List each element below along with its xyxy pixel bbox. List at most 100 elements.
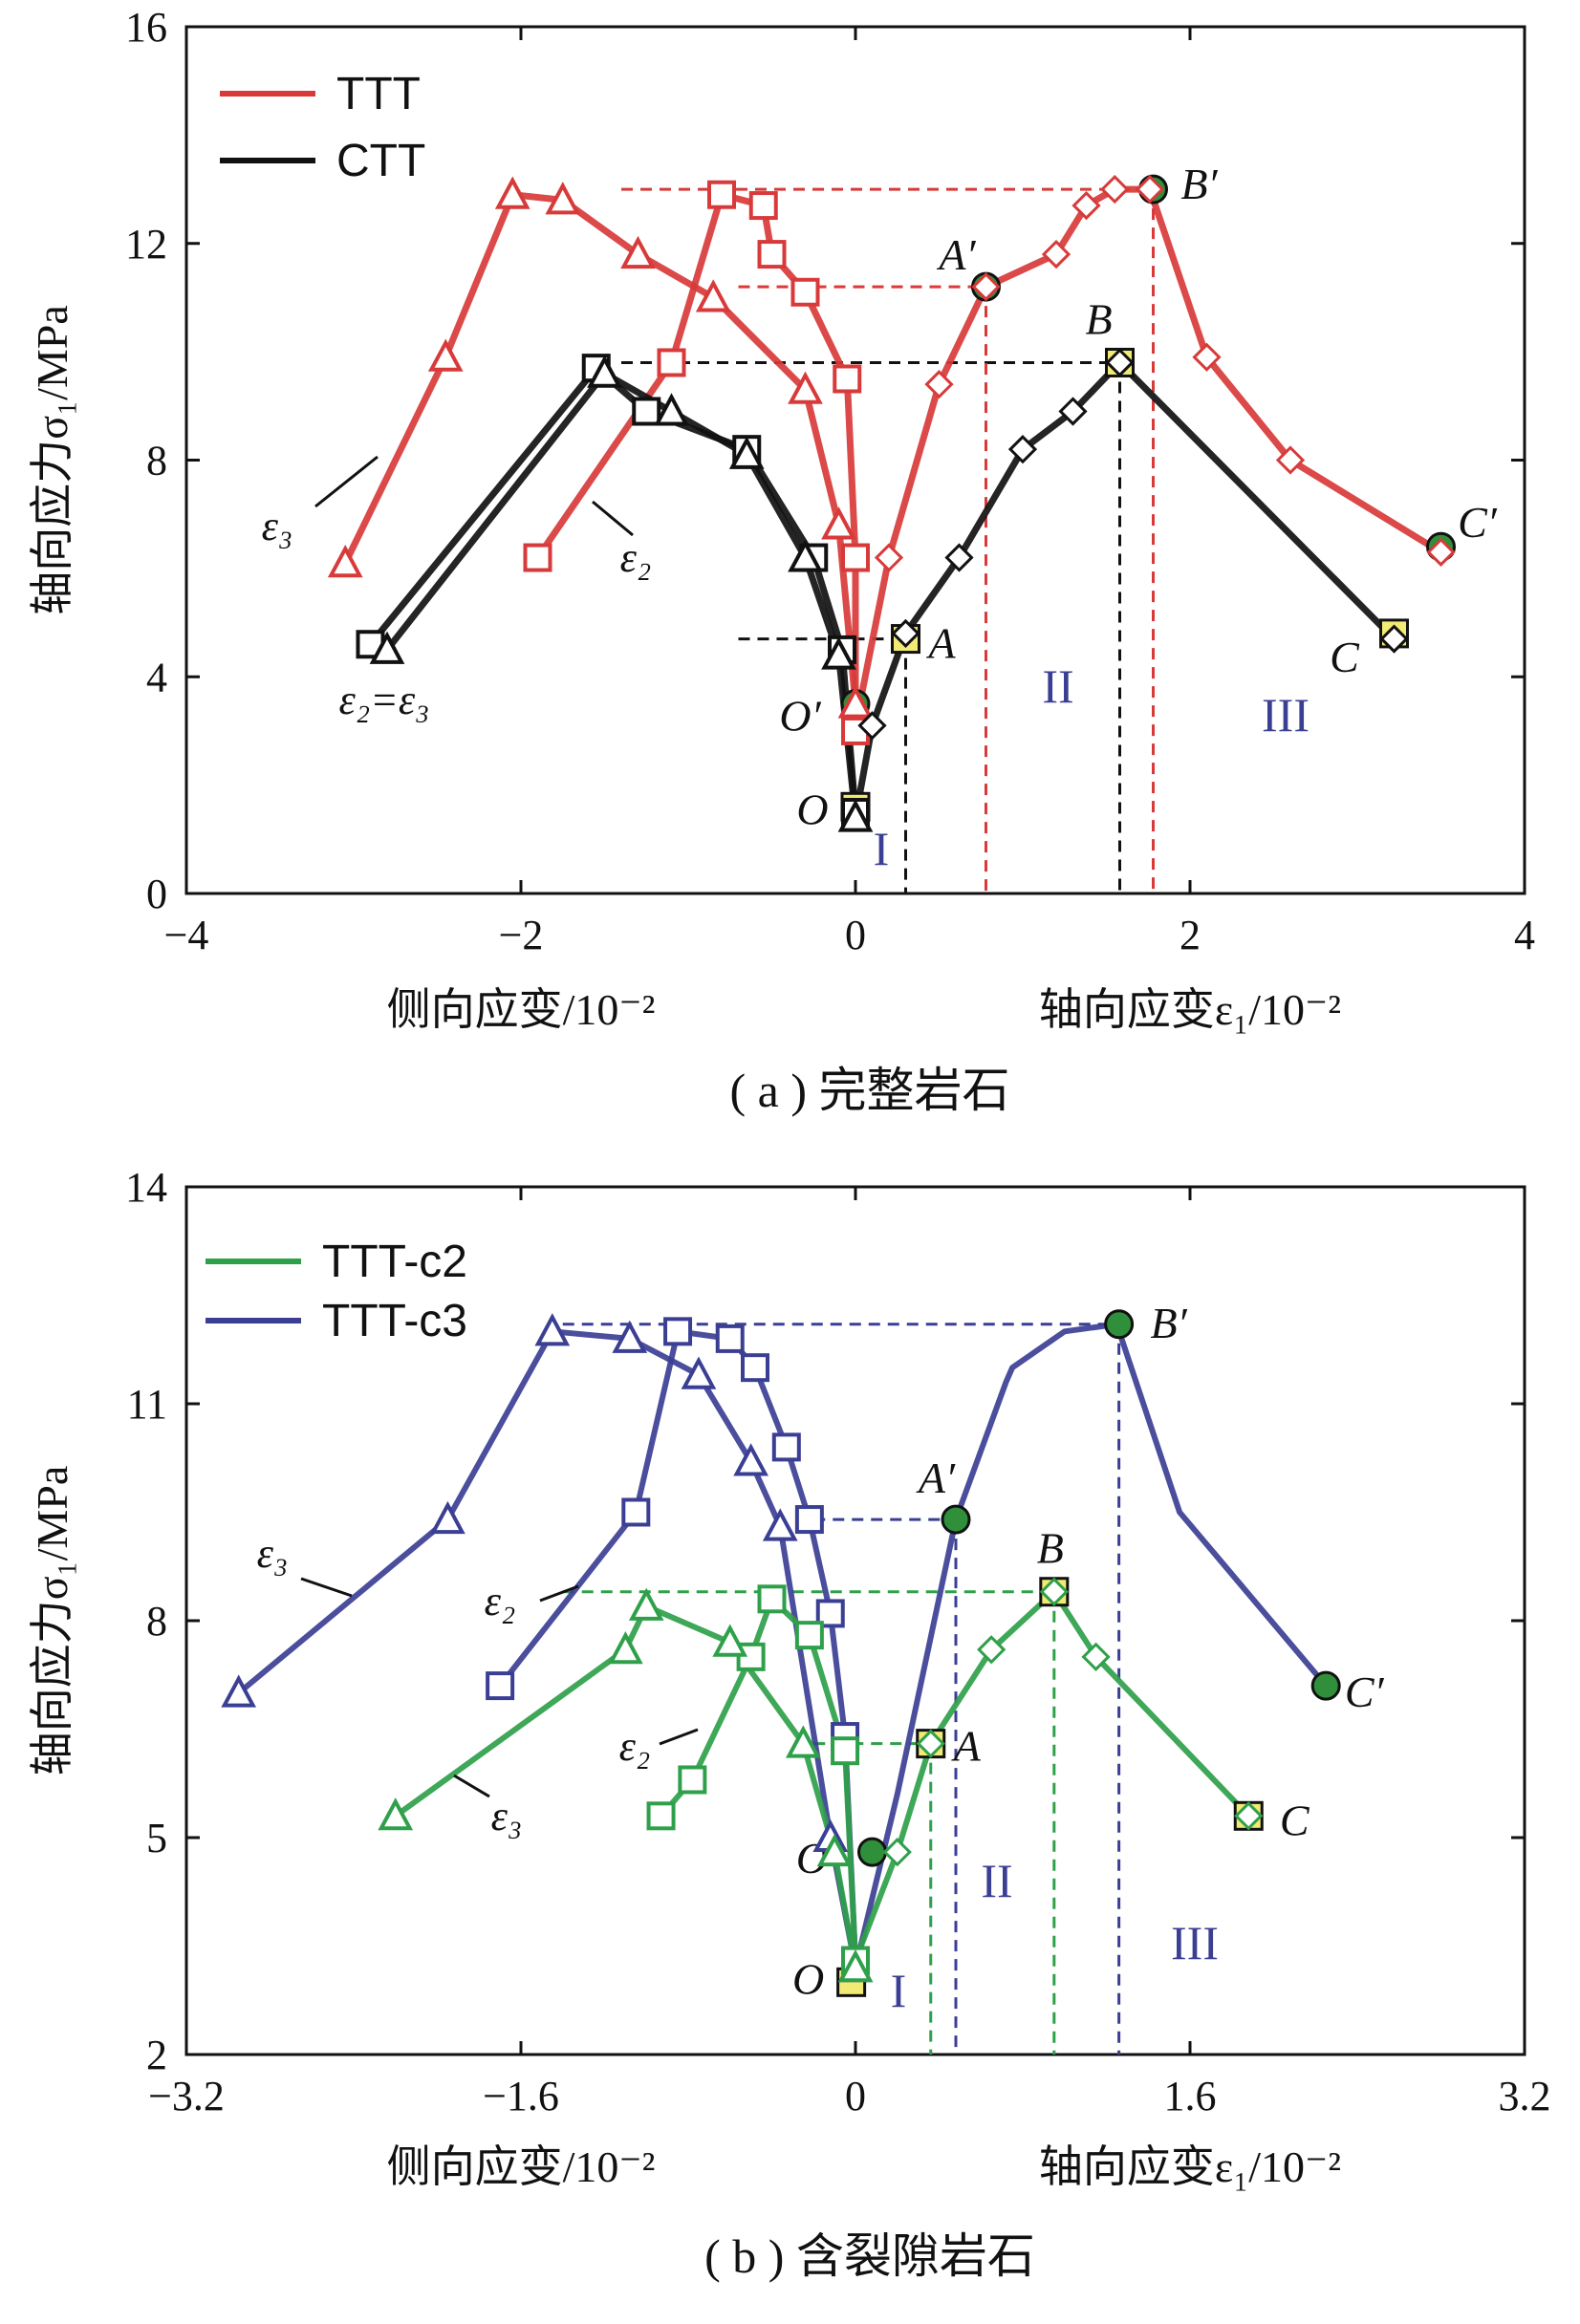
- curve-label-leader: [592, 500, 634, 537]
- curve-label-leader: [300, 1577, 353, 1598]
- data-point-CTT-ε1: [1105, 348, 1135, 377]
- data-point-TTT-c2-ε2: [794, 1621, 824, 1650]
- point-C′: [1310, 1670, 1341, 1701]
- data-point-TTT-ε3: [620, 235, 656, 269]
- y-tick-label: 16: [125, 4, 167, 51]
- legend-label-TTT-c2: TTT-c2: [322, 1237, 467, 1287]
- region-label-II: II: [981, 1854, 1012, 1907]
- curve-label-leader: [659, 1728, 699, 1746]
- point-A′: [941, 1504, 971, 1535]
- series-TTT-c3-ε2: [497, 1328, 858, 1964]
- data-point-TTT-ε1: [1041, 239, 1071, 269]
- data-point-TTT-c2-ε2: [831, 1736, 860, 1766]
- point-label-B′: B′: [1151, 1299, 1188, 1347]
- y-tick-label: 2: [146, 2032, 167, 2078]
- data-point-TTT-c2-ε3: [816, 1833, 853, 1867]
- data-point-TTT-c3-ε3: [534, 1313, 571, 1346]
- curve-label: ε₃: [262, 503, 293, 549]
- data-point-TTT-ε1: [1135, 174, 1165, 204]
- figure-caption: ( a ) 完整岩石: [730, 1064, 1010, 1117]
- data-point-TTT-ε2: [833, 364, 862, 394]
- data-point-TTT-c3-ε3: [221, 1674, 257, 1708]
- y-axis-label: 轴向应力σ₁/MPa: [28, 305, 76, 615]
- chart-panel-1: −3.2 −1.6 0 1.6 3.2 2 5 8 11 14 轴向应力σ₁/MPa 侧向应变/10⁻…: [28, 1164, 1551, 2283]
- x-axis-label-left: 侧向应变/10⁻²: [387, 985, 656, 1034]
- figure-caption: ( b ) 含裂隙岩石: [704, 2229, 1035, 2283]
- x-tick-label: −1.6: [483, 2073, 559, 2120]
- y-tick-label: 14: [125, 1164, 167, 1211]
- data-point-TTT-c2-ε3: [785, 1725, 821, 1758]
- y-tick-label: 11: [127, 1381, 167, 1428]
- data-point-CTT-ε3: [654, 393, 689, 426]
- x-axis-label-right: 轴向应变ε₁/10⁻²: [1039, 2142, 1341, 2191]
- data-point-CTT-ε3: [837, 799, 874, 832]
- curve-label: ε₂=ε₃: [339, 677, 430, 723]
- x-tick-label: 1.6: [1164, 2073, 1217, 2120]
- data-point-TTT-c3-ε3: [430, 1500, 465, 1535]
- data-point-TTT-c2-ε1: [1039, 1577, 1069, 1606]
- curve-label: ε₃: [257, 1530, 289, 1577]
- data-point-CTT-ε1: [1379, 624, 1409, 654]
- data-point-TTT-ε1: [971, 271, 1001, 302]
- point-label-O: O: [792, 1954, 824, 2003]
- series-CTT-ε2: [367, 364, 859, 816]
- data-point-TTT-c2-ε1: [882, 1838, 912, 1867]
- data-point-TTT-c3-ε3: [733, 1443, 768, 1476]
- x-tick-label: 0: [845, 2073, 866, 2120]
- data-point-CTT-ε1: [1007, 435, 1038, 464]
- curve-label: ε₃: [491, 1793, 523, 1840]
- point-label-C′: C′: [1345, 1668, 1385, 1716]
- region-label-II: II: [1042, 659, 1073, 713]
- data-point-CTT-ε1: [857, 711, 887, 741]
- data-point-TTT-ε2: [748, 191, 778, 221]
- point-label-C: C: [1330, 633, 1360, 681]
- point-label-B′: B′: [1180, 160, 1218, 208]
- data-point-TTT-c2-ε3: [628, 1587, 664, 1621]
- curve-label: ε₂: [485, 1578, 516, 1625]
- data-point-TTT-c3-ε2: [663, 1317, 693, 1346]
- region-label-III: III: [1262, 688, 1309, 742]
- data-point-TTT-c3-ε2: [771, 1432, 801, 1462]
- point-label-C: C: [1280, 1796, 1310, 1844]
- data-point-TTT-ε2: [657, 348, 686, 377]
- x-tick-label: −3.2: [148, 2073, 225, 2120]
- series-CTT-ε1: [852, 359, 1397, 822]
- data-point-TTT-c2-ε1: [916, 1729, 945, 1758]
- curve-label-leader: [539, 1584, 579, 1603]
- y-tick-label: 4: [146, 654, 167, 700]
- data-point-CTT-ε1: [1058, 397, 1088, 426]
- data-point-CTT-ε3: [788, 539, 823, 572]
- data-point-TTT-ε2: [790, 277, 820, 307]
- point-label-A: A: [951, 1722, 982, 1771]
- data-point-TTT-c2-ε2: [757, 1584, 787, 1614]
- point-label-A′: A′: [916, 1453, 956, 1502]
- data-point-TTT-ε1: [1192, 342, 1222, 372]
- x-tick-label: 2: [1180, 912, 1201, 958]
- x-tick-label: 4: [1514, 912, 1535, 958]
- data-point-TTT-c3-ε2: [486, 1671, 515, 1701]
- data-point-TTT-c2-ε3: [608, 1631, 643, 1665]
- data-point-CTT-ε2: [632, 397, 661, 426]
- data-point-TTT-ε3: [837, 685, 874, 719]
- data-point-CTT-ε1: [944, 543, 974, 572]
- data-point-TTT-c2-ε2: [646, 1801, 676, 1831]
- legend-label-TTT: TTT: [336, 69, 421, 119]
- data-point-CTT-ε3: [369, 631, 405, 664]
- data-point-TTT-c2-ε3: [837, 1948, 874, 1983]
- data-point-TTT-ε2: [757, 240, 787, 269]
- point-label-C′: C′: [1458, 498, 1498, 547]
- data-point-TTT-c3-ε2: [741, 1353, 769, 1383]
- y-tick-label: 12: [125, 221, 167, 268]
- point-label-A: A: [925, 619, 956, 668]
- data-point-TTT-ε3: [327, 544, 363, 578]
- region-label-I: I: [874, 822, 890, 875]
- data-point-TTT-c2-ε3: [712, 1624, 748, 1657]
- point-B′: [1104, 1309, 1135, 1340]
- legend-label-CTT: CTT: [336, 136, 425, 186]
- data-point-TTT-ε3: [545, 182, 581, 215]
- data-point-TTT-c3-ε2: [715, 1323, 745, 1353]
- data-point-TTT-ε3: [494, 176, 530, 209]
- data-point-TTT-c3-ε3: [762, 1508, 798, 1541]
- data-point-TTT-ε1: [1426, 537, 1456, 567]
